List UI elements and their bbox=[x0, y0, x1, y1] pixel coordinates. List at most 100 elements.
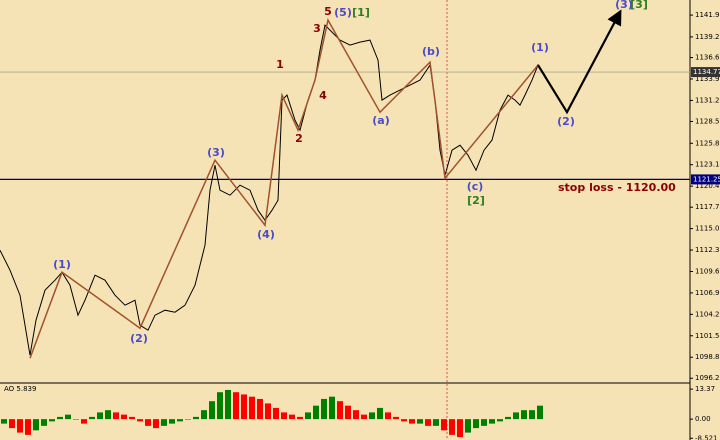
ao-bar bbox=[49, 419, 55, 422]
ao-bar bbox=[105, 410, 111, 420]
ao-bar bbox=[473, 419, 479, 429]
y-tick-label: 1109.65 bbox=[695, 267, 720, 275]
y-tick-label: 1115.05 bbox=[695, 225, 720, 233]
ao-bar bbox=[377, 407, 383, 420]
ao-bar bbox=[25, 419, 31, 435]
y-tick-label: 1139.20 bbox=[695, 33, 720, 41]
wave-line bbox=[29, 18, 539, 359]
ao-bar bbox=[185, 419, 191, 420]
ao-bar bbox=[393, 416, 399, 420]
ao-bar bbox=[121, 414, 127, 420]
ao-bar bbox=[433, 419, 439, 426]
y-tick-label: 1106.95 bbox=[695, 289, 720, 297]
ao-bar bbox=[9, 419, 15, 429]
wave-label: [2] bbox=[467, 194, 485, 207]
ao-bar bbox=[233, 392, 239, 420]
ao-bar bbox=[425, 419, 431, 426]
ao-bar bbox=[65, 414, 71, 420]
y-tick-label: 1131.20 bbox=[695, 96, 720, 104]
y-tick-label: 1125.80 bbox=[695, 139, 720, 147]
ao-bar bbox=[529, 410, 535, 420]
ao-bar bbox=[201, 410, 207, 420]
ao-bar bbox=[257, 398, 263, 420]
ao-bar bbox=[385, 412, 391, 420]
ao-bar bbox=[313, 405, 319, 420]
wave-label: (a) bbox=[372, 114, 389, 127]
ao-bar bbox=[41, 419, 47, 426]
price-label: 1134.77 bbox=[693, 68, 720, 76]
stop-loss-label: stop loss - 1120.00 bbox=[558, 181, 676, 194]
level-label-bg bbox=[691, 174, 720, 185]
wave-label: (b) bbox=[422, 45, 440, 58]
ao-bar bbox=[1, 419, 7, 424]
wave-label: 3 bbox=[313, 22, 321, 35]
wave-label: [1] bbox=[352, 6, 370, 19]
projection-arrow bbox=[537, 9, 622, 115]
ao-bar bbox=[417, 419, 423, 424]
ao-bar bbox=[17, 419, 23, 433]
ao-bar bbox=[369, 412, 375, 420]
ao-bar bbox=[481, 419, 487, 426]
ao-bar bbox=[409, 419, 415, 424]
wave-label: (1) bbox=[531, 41, 549, 54]
ao-bar bbox=[177, 419, 183, 422]
ao-bar bbox=[497, 419, 503, 422]
ao-bar bbox=[321, 398, 327, 420]
y-tick-label: -8.521 bbox=[695, 434, 718, 440]
ao-bar bbox=[89, 416, 95, 420]
ao-bar bbox=[113, 412, 119, 420]
ao-bar bbox=[161, 419, 167, 426]
ao-bar bbox=[217, 392, 223, 420]
wave-label: (5) bbox=[334, 6, 352, 19]
ao-bar bbox=[33, 419, 39, 431]
ao-bar bbox=[249, 396, 255, 420]
y-tick-label: 1117.75 bbox=[695, 203, 720, 211]
ao-bar bbox=[513, 412, 519, 420]
y-tick-label: 1133.90 bbox=[695, 75, 720, 83]
ao-bar bbox=[489, 419, 495, 424]
wave-label: 1 bbox=[276, 58, 284, 71]
level-label: 1121.25 bbox=[693, 175, 720, 183]
ao-bar bbox=[329, 396, 335, 420]
ao-bar bbox=[209, 401, 215, 420]
y-tick-label: 1112.35 bbox=[695, 246, 720, 254]
ao-bar bbox=[345, 405, 351, 420]
ao-bar bbox=[537, 405, 543, 420]
ao-bar bbox=[137, 419, 143, 422]
ao-bar bbox=[337, 401, 343, 420]
ao-bar bbox=[129, 416, 135, 420]
wave-label: (c) bbox=[467, 180, 484, 193]
y-tick-label: 0.00 bbox=[695, 415, 711, 423]
ao-bar bbox=[153, 419, 159, 429]
y-tick-label: 1136.60 bbox=[695, 54, 720, 62]
wave-label: (3) bbox=[615, 0, 633, 11]
ao-bar bbox=[305, 412, 311, 420]
wave-label: (2) bbox=[557, 115, 575, 128]
ao-bar bbox=[281, 412, 287, 420]
ao-bar bbox=[441, 419, 447, 431]
ao-bar bbox=[401, 419, 407, 422]
ao-bar bbox=[225, 389, 231, 420]
wave-label: 5 bbox=[324, 5, 332, 18]
ao-bar bbox=[57, 416, 63, 420]
wave-label: (2) bbox=[130, 332, 148, 345]
wave-label: 2 bbox=[295, 132, 303, 145]
ao-bar bbox=[457, 419, 463, 438]
ao-bar bbox=[273, 407, 279, 420]
ao-bar bbox=[97, 412, 103, 420]
y-tick-label: 1141.95 bbox=[695, 11, 720, 19]
ao-bar bbox=[289, 414, 295, 420]
ao-bar bbox=[297, 416, 303, 420]
wave-label: (1) bbox=[53, 258, 71, 271]
y-tick-label: 1098.85 bbox=[695, 353, 720, 361]
y-tick-label: 1104.25 bbox=[695, 310, 720, 318]
y-tick-label: 1120.40 bbox=[695, 182, 720, 190]
ao-bar bbox=[465, 419, 471, 433]
wave-label: (3) bbox=[207, 146, 225, 159]
price-label-bg bbox=[691, 67, 720, 78]
ao-bar bbox=[505, 416, 511, 420]
y-tick-label: 1096.20 bbox=[695, 374, 720, 382]
ao-bar bbox=[265, 403, 271, 420]
